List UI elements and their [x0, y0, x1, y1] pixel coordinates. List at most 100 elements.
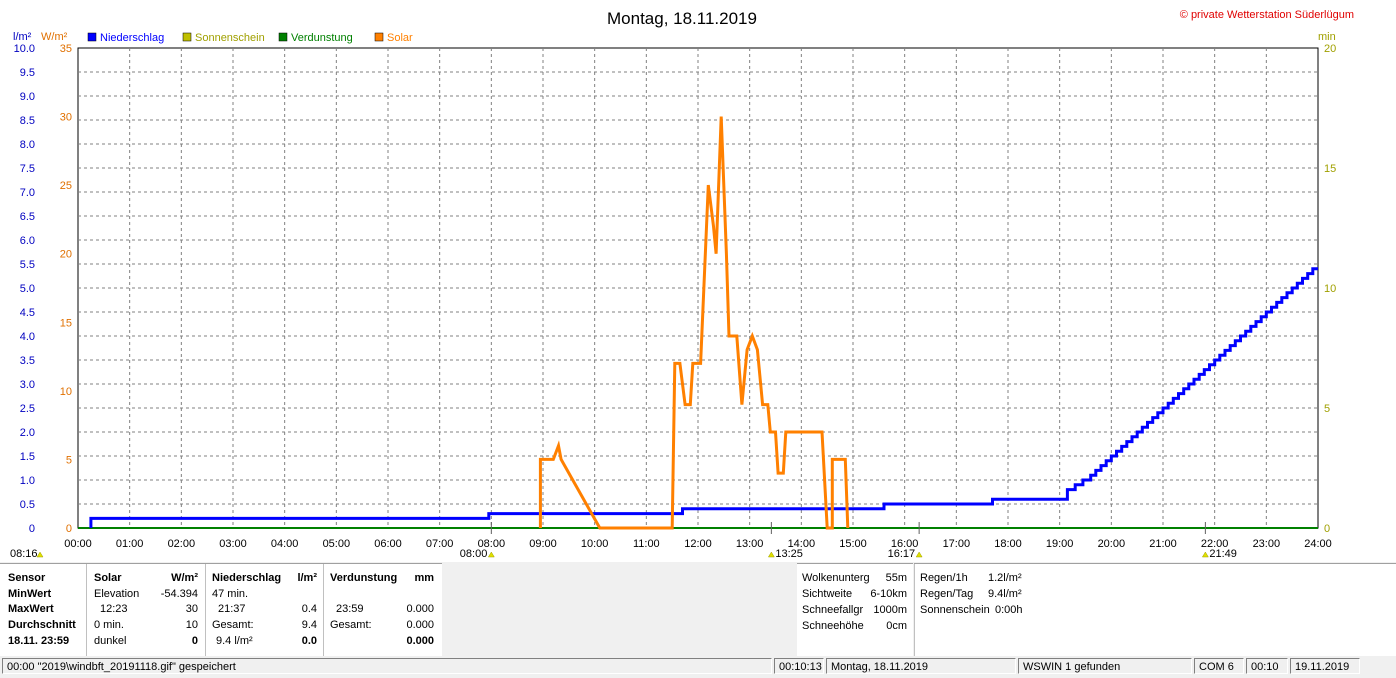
x-tick-label: 08:00 — [478, 538, 506, 550]
legend-label: Verdunstung — [291, 32, 353, 44]
y-tick-label-left2: 25 — [60, 180, 72, 192]
sun-marker-icon — [487, 551, 495, 558]
series-niederschlag — [89, 267, 1318, 528]
chart-title: Montag, 18.11.2019 — [607, 9, 757, 28]
x-tick-label: 06:00 — [374, 538, 402, 550]
sun-marker-icon — [1201, 551, 1209, 558]
status-message: 00:00 "2019\windbft_20191118.gif" gespei… — [2, 658, 772, 674]
separator — [914, 564, 915, 656]
y-tick-label-left1: 3.0 — [20, 379, 35, 391]
sun-marker-icon — [767, 551, 775, 558]
solar-current-label: dunkel — [94, 635, 127, 647]
sensor-row-min: MinWert — [8, 588, 52, 600]
cloud-panel: Wolkenunterg 55m Sichtweite 6-10km Schne… — [797, 563, 913, 656]
right-axis-label: min — [1318, 31, 1336, 43]
y-tick-label-left1: 2.5 — [20, 403, 35, 415]
y-tick-label-left1: 8.0 — [20, 139, 35, 151]
solar-avg-value: 10 — [185, 619, 198, 631]
legend-swatch — [182, 32, 192, 42]
x-tick-label: 17:00 — [943, 538, 971, 550]
series-solar — [538, 116, 850, 530]
evap-max-value: 0.000 — [406, 603, 434, 615]
rain-total-label: Gesamt: — [212, 619, 254, 631]
separator — [323, 564, 324, 656]
x-tick-label: 07:00 — [426, 538, 454, 550]
x-axis-ticks: 00:00 01:00 02:00 03:00 04:00 05:00 06:00 07:00… — [64, 538, 1332, 550]
y-tick-label-left2: 5 — [66, 454, 72, 466]
evap-total-value: 0.000 — [406, 619, 434, 631]
separator — [205, 564, 206, 656]
marker-label: 08:00 — [460, 548, 488, 560]
x-tick-label: 18:00 — [994, 538, 1022, 550]
x-tick-label: 19:00 — [1046, 538, 1074, 550]
rain-header: Niederschlag — [212, 572, 282, 584]
chart-grid — [77, 47, 1319, 529]
y-tick-label-left1: 7.0 — [20, 187, 35, 199]
sensor-row-avg: Durchschnitt — [8, 619, 76, 631]
legend-label: Solar — [387, 32, 413, 44]
solar-max-label: 12:23 — [100, 603, 128, 615]
y-tick-label-left2: 20 — [60, 249, 72, 261]
solar-header: Solar — [94, 572, 122, 584]
visibility-value: 6-10km — [870, 588, 907, 600]
left-axis2-ticks: 0 5 10 15 20 25 30 35 — [60, 43, 72, 535]
marker-label: 21:49 — [1209, 548, 1237, 560]
visibility-label: Sichtweite — [802, 588, 853, 600]
y-tick-label-left1: 0.5 — [20, 499, 35, 511]
rain-max-label: 21:37 — [218, 603, 246, 615]
legend-swatch — [374, 32, 384, 42]
rain-total-value: 9.4 — [301, 619, 317, 631]
y-tick-label-left1: 4.0 — [20, 331, 35, 343]
rain-day-value: 9.4l/m² — [988, 588, 1022, 600]
chart-legend: Niederschlag Sonnenschein Verdunstung Solar — [87, 32, 413, 44]
y-tick-label-right: 20 — [1324, 43, 1336, 55]
y-tick-label-left1: 7.5 — [20, 163, 35, 175]
snowdepth-label: Schneehöhe — [802, 620, 864, 632]
rain-unit: l/m² — [297, 572, 317, 584]
weather-chart: Montag, 18.11.2019 © private Wetterstati… — [10, 9, 1354, 560]
y-tick-label-left1: 0 — [29, 523, 35, 535]
left-axis1-label: l/m² — [13, 31, 32, 43]
x-tick-label: 16:00 — [891, 538, 919, 550]
sunshine-label: Sonnenschein — [920, 604, 990, 616]
rain-day-label: Regen/Tag — [920, 588, 974, 600]
evap-max-label: 23:59 — [336, 603, 364, 615]
status-bar: 00:00 "2019\windbft_20191118.gif" gespei… — [0, 656, 1396, 678]
marker-label: 08:16 — [10, 548, 38, 560]
evap-total-label: Gesamt: — [330, 619, 372, 631]
sun-marker-icon — [915, 551, 923, 558]
rain-max-value: 0.4 — [301, 603, 317, 615]
evap-unit: mm — [414, 572, 434, 584]
y-tick-label-left1: 1.5 — [20, 451, 35, 463]
y-tick-label-left2: 15 — [60, 317, 72, 329]
y-tick-label-left1: 9.5 — [20, 67, 35, 79]
status-clock: 00:10 — [1246, 658, 1288, 674]
y-tick-label-left1: 6.5 — [20, 211, 35, 223]
y-tick-label-left1: 10.0 — [14, 43, 35, 55]
solar-min-label: Elevation — [94, 588, 140, 600]
status-date: Montag, 18.11.2019 — [826, 658, 1016, 674]
rain-current-value: 0.0 — [301, 635, 317, 647]
evap-header: Verdunstung — [330, 572, 398, 584]
sensor-header: Sensor — [8, 572, 46, 584]
sensor-row-current: 18.11. 23:59 — [8, 635, 70, 647]
x-tick-label: 20:00 — [1098, 538, 1126, 550]
chart-series — [78, 116, 1318, 530]
y-tick-label-right: 15 — [1324, 163, 1336, 175]
evap-current-value: 0.000 — [406, 635, 434, 647]
x-tick-label: 14:00 — [788, 538, 816, 550]
marker-label: 13:25 — [775, 548, 803, 560]
x-tick-label: 05:00 — [323, 538, 351, 550]
snowline-label: Schneefallgr — [802, 604, 864, 616]
y-tick-label-left1: 9.0 — [20, 91, 35, 103]
legend-swatch — [278, 32, 288, 42]
left-axis1-ticks: 0 0.5 1.0 1.5 2.0 2.5 3.0 3.5 4.0 4.5 5.0 5.5 6.0 6.5… — [14, 43, 35, 535]
rain-summary-panel: Regen/1h 1.2l/m² Regen/Tag 9.4l/m² Sonne… — [914, 563, 1396, 656]
right-axis-ticks: 0 5 10 15 20 — [1324, 43, 1336, 535]
rain-1h-value: 1.2l/m² — [988, 572, 1022, 584]
sun-marker-icon — [36, 551, 44, 558]
time-markers: 08:16 08:00 13:25 16:17 21:49 — [10, 522, 1237, 560]
chart-area: Montag, 18.11.2019 © private Wetterstati… — [0, 0, 1396, 562]
legend-label: Niederschlag — [100, 32, 164, 44]
